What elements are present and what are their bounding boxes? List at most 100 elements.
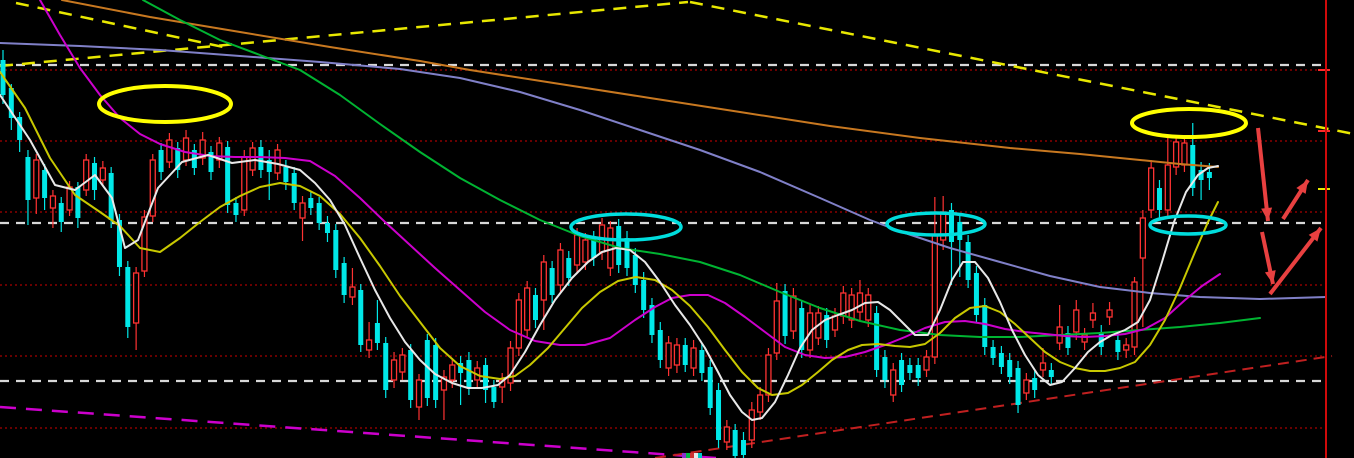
candle-body-up [299,202,306,219]
candle-body-up [582,239,589,263]
arrow-up-2-head [1308,228,1321,242]
candle-body-up [765,354,772,396]
candlesticks [0,50,1212,458]
yellow-dashed-descending [689,0,1354,136]
candle-body-down [566,258,572,278]
candle-body-up [49,195,57,209]
candle-body-down [998,353,1004,367]
candle-body-down [75,187,81,218]
ma-magenta [39,0,1221,359]
candle-body-up [274,149,281,174]
arrow-down-1 [1256,127,1270,222]
clipped-indicator-text [694,453,698,458]
candle-body-up [557,249,564,286]
candle-body-up [241,156,248,211]
candle-body-down [1007,360,1013,377]
candle-body-down [233,203,239,215]
candle-body-down [316,203,322,223]
candle-body-up [773,300,780,354]
candle-body-up [249,147,256,171]
candle-body-down [175,148,181,170]
candle-body-down [208,152,214,172]
candle-body-down [874,313,880,370]
candle-body-up [182,137,190,161]
candle-body-down [42,170,48,198]
candle-body-down [491,387,497,402]
candle-body-up [890,369,897,396]
candle-body-up [524,287,531,331]
candle-body-down [17,117,23,140]
candle-body-up [573,234,581,266]
candle-body-up [756,394,764,413]
cyan-ellipse-mid [569,212,683,242]
candle-body-up [199,139,206,159]
candle-body-down [225,147,231,205]
arrow-down-2-head [1264,270,1276,284]
candle-body-down [458,363,464,373]
ma-orange [61,0,1219,168]
moving-average-lines [0,0,1327,421]
candle-body-up [365,339,373,351]
annotations [97,69,1330,458]
candle-body-up [1131,281,1138,348]
candle-body-down [549,268,555,295]
yellow-dashed-topleft [15,1,229,50]
candle-body-down [8,88,14,118]
candle-body-down [707,367,713,408]
price-axis-line [1325,0,1327,458]
candle-body-down [408,350,414,400]
red-dashed-support [654,355,1333,458]
candle-body-down [907,365,913,373]
candle-body-up [1106,309,1113,318]
candle-body-up [216,142,223,161]
candle-body-down [25,157,31,200]
candle-body-up [33,159,40,199]
candle-body-down [266,160,272,172]
candle-body-up [440,376,448,391]
arrow-down-1-head [1261,207,1273,221]
ma-yellow [0,71,1219,396]
candle-body-up [349,286,356,298]
candle-body-down [882,357,888,380]
magenta-dashed-channel [0,405,717,458]
candle-body-up [540,261,547,301]
gridlines [0,63,1325,429]
candle-body-down [466,360,472,387]
candle-body-down [532,295,538,320]
candle-body-up [1023,379,1030,394]
candle-body-down [824,315,830,340]
candle-body-down [641,280,647,310]
candle-body-down [358,290,364,345]
candle-body-down [1190,145,1196,188]
candle-body-down [1065,333,1071,348]
candle-body-up [1181,142,1188,166]
candle-body-down [682,345,688,365]
candle-body-down [291,173,297,203]
candle-body-up [99,167,106,181]
arrow-up-1-head [1296,180,1308,194]
candle-body-down [740,440,746,455]
candle-body-up [856,292,864,313]
candle-body-up [149,159,156,217]
candle-body-down [990,347,996,358]
candle-body-down [324,223,330,233]
candle-body-up [449,364,456,381]
candle-body-up [607,227,614,269]
candle-body-down [649,305,655,335]
clipped-indicator-text [686,453,690,458]
candle-body-up [83,159,90,191]
candle-body-down [699,350,705,373]
candle-body-down [799,308,805,350]
candle-body-up [515,299,522,349]
candle-body-down [957,222,963,240]
candle-body-down [948,210,954,242]
candle-body-down [716,390,722,440]
candle-body-up [673,344,681,366]
yellow-dashed-ascending [0,0,689,68]
candle-body-up [1089,312,1097,321]
candle-body-up [923,356,930,371]
candle-body-down [374,323,380,343]
candle-body-down [283,167,289,182]
